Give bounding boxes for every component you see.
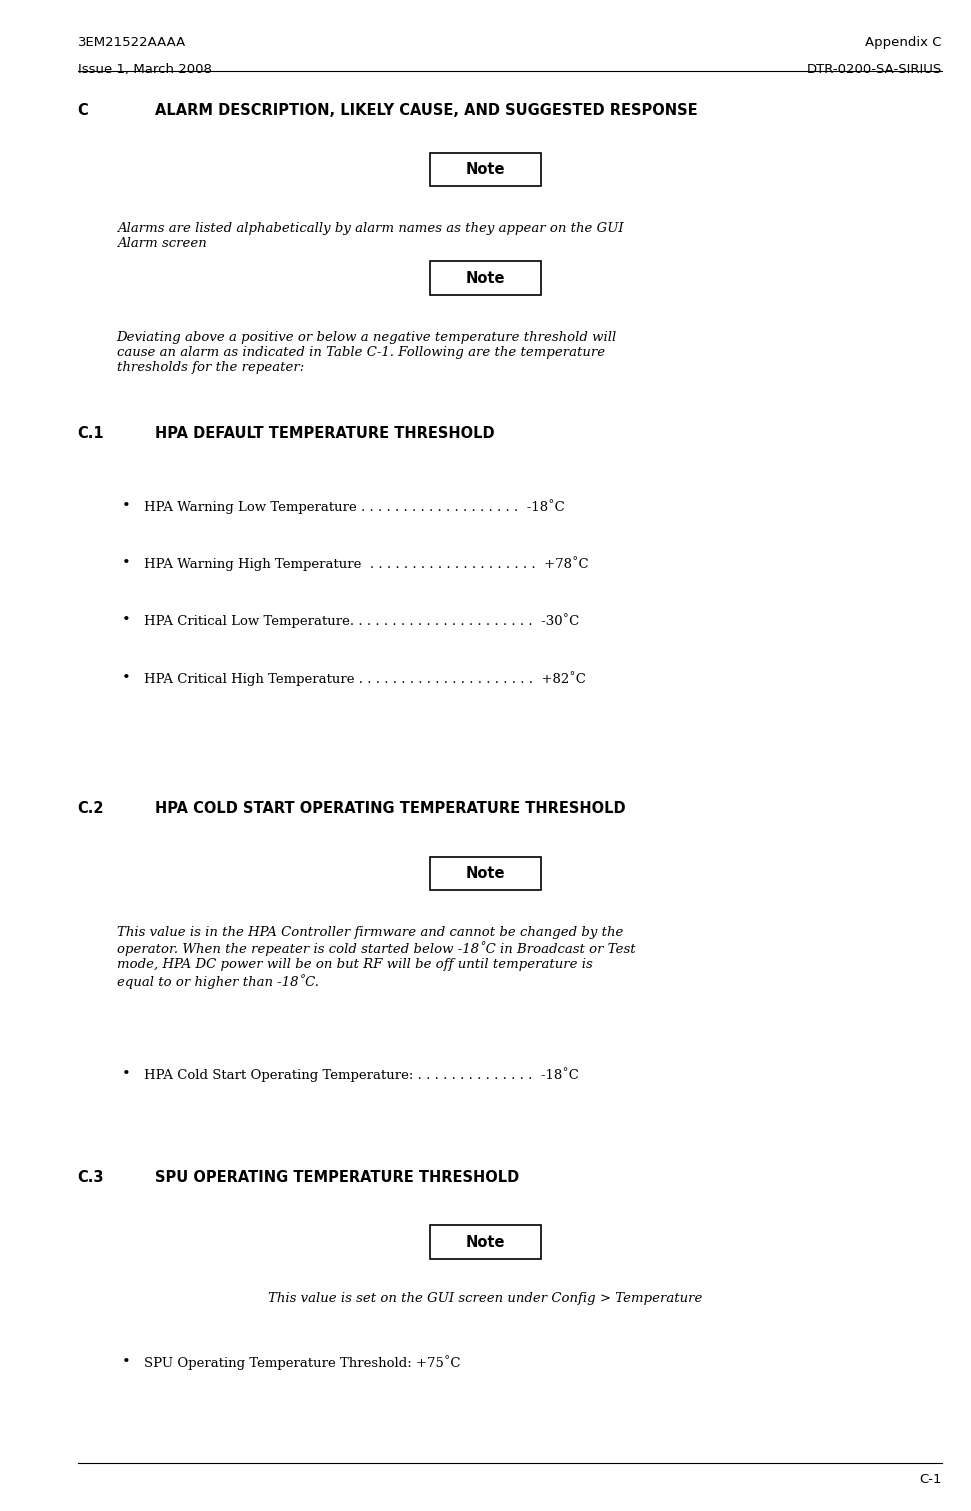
Text: DTR-0200-SA-SIRIUS: DTR-0200-SA-SIRIUS: [807, 63, 942, 77]
FancyBboxPatch shape: [430, 153, 542, 186]
Text: Note: Note: [466, 162, 505, 177]
Text: C-1: C-1: [920, 1473, 942, 1487]
Text: •: •: [121, 556, 130, 570]
Text: •: •: [121, 613, 130, 627]
Text: HPA Warning Low Temperature . . . . . . . . . . . . . . . . . . .  -18˚C: HPA Warning Low Temperature . . . . . . …: [144, 499, 564, 514]
Text: Note: Note: [466, 1234, 505, 1250]
Text: HPA COLD START OPERATING TEMPERATURE THRESHOLD: HPA COLD START OPERATING TEMPERATURE THR…: [155, 801, 626, 816]
Text: HPA DEFAULT TEMPERATURE THRESHOLD: HPA DEFAULT TEMPERATURE THRESHOLD: [155, 426, 495, 441]
Text: C.3: C.3: [78, 1170, 104, 1185]
Text: HPA Warning High Temperature  . . . . . . . . . . . . . . . . . . . .  +78˚C: HPA Warning High Temperature . . . . . .…: [144, 556, 588, 571]
Text: This value is in the HPA Controller firmware and cannot be changed by the
operat: This value is in the HPA Controller firm…: [117, 926, 635, 988]
Text: This value is set on the GUI screen under Config > Temperature: This value is set on the GUI screen unde…: [268, 1292, 703, 1306]
Text: ALARM DESCRIPTION, LIKELY CAUSE, AND SUGGESTED RESPONSE: ALARM DESCRIPTION, LIKELY CAUSE, AND SUG…: [155, 103, 698, 118]
Text: HPA Cold Start Operating Temperature: . . . . . . . . . . . . . .  -18˚C: HPA Cold Start Operating Temperature: . …: [144, 1067, 579, 1082]
Text: C: C: [78, 103, 88, 118]
FancyBboxPatch shape: [430, 1225, 542, 1259]
Text: 3EM21522AAAA: 3EM21522AAAA: [78, 36, 185, 50]
Text: HPA Critical High Temperature . . . . . . . . . . . . . . . . . . . . .  +82˚C: HPA Critical High Temperature . . . . . …: [144, 671, 586, 686]
Text: Note: Note: [466, 866, 505, 881]
Text: SPU Operating Temperature Threshold: +75˚C: SPU Operating Temperature Threshold: +75…: [144, 1355, 460, 1370]
Text: Note: Note: [466, 270, 505, 286]
Text: HPA Critical Low Temperature. . . . . . . . . . . . . . . . . . . . . .  -30˚C: HPA Critical Low Temperature. . . . . . …: [144, 613, 579, 629]
Text: C.1: C.1: [78, 426, 104, 441]
Text: •: •: [121, 499, 130, 512]
Text: SPU OPERATING TEMPERATURE THRESHOLD: SPU OPERATING TEMPERATURE THRESHOLD: [155, 1170, 519, 1185]
Text: Appendix C: Appendix C: [865, 36, 942, 50]
Text: Deviating above a positive or below a negative temperature threshold will
cause : Deviating above a positive or below a ne…: [117, 331, 617, 373]
Text: •: •: [121, 1067, 130, 1080]
Text: Alarms are listed alphabetically by alarm names as they appear on the GUI
Alarm : Alarms are listed alphabetically by alar…: [117, 222, 623, 251]
FancyBboxPatch shape: [430, 261, 542, 295]
Text: •: •: [121, 1355, 130, 1369]
Text: Issue 1, March 2008: Issue 1, March 2008: [78, 63, 212, 77]
Text: •: •: [121, 671, 130, 684]
FancyBboxPatch shape: [430, 857, 542, 890]
Text: C.2: C.2: [78, 801, 104, 816]
